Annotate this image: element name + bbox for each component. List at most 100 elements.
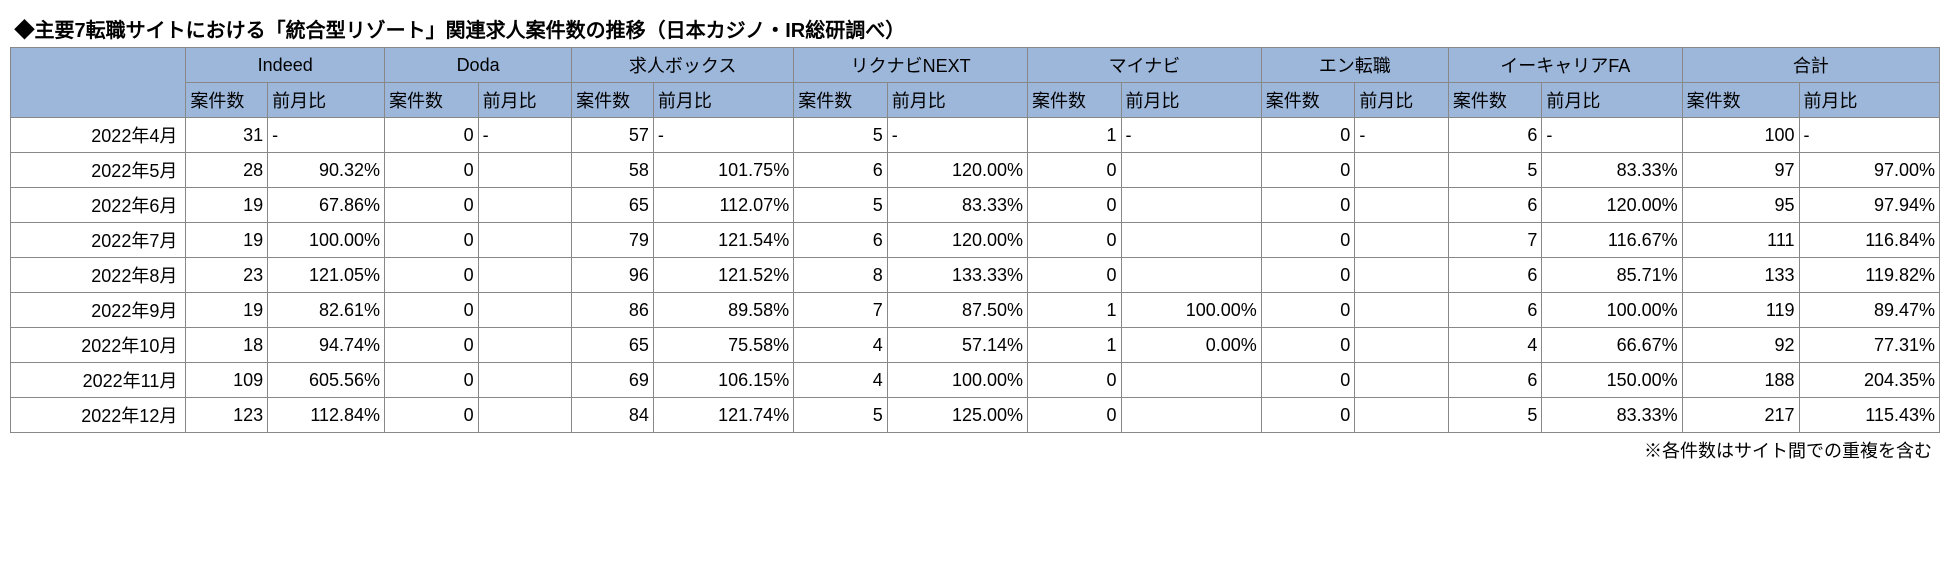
count-cell: 5 (794, 188, 888, 223)
count-cell: 0 (385, 223, 479, 258)
ratio-cell (1121, 223, 1261, 258)
footnote: ※各件数はサイト間での重複を含む (10, 433, 1940, 467)
ratio-cell: 89.58% (653, 293, 793, 328)
count-cell: 111 (1682, 223, 1799, 258)
ratio-cell: 82.61% (268, 293, 385, 328)
subheader-ratio: 前月比 (1542, 83, 1682, 118)
count-cell: 95 (1682, 188, 1799, 223)
ratio-cell (1121, 398, 1261, 433)
ratio-cell: 119.82% (1799, 258, 1939, 293)
count-cell: 6 (1448, 258, 1542, 293)
ratio-cell (1355, 153, 1449, 188)
ratio-cell (1355, 328, 1449, 363)
count-cell: 6 (794, 223, 888, 258)
count-cell: 217 (1682, 398, 1799, 433)
count-cell: 0 (1261, 328, 1355, 363)
count-cell: 19 (186, 188, 268, 223)
ratio-cell: 120.00% (887, 223, 1027, 258)
count-cell: 5 (794, 118, 888, 153)
count-cell: 0 (1028, 398, 1122, 433)
period-cell: 2022年5月 (11, 153, 186, 188)
table-body: 2022年4月31-0-57-5-1-0-6-100-2022年5月2890.3… (11, 118, 1940, 433)
ratio-cell: 83.33% (1542, 398, 1682, 433)
count-cell: 0 (385, 398, 479, 433)
subheader-ratio: 前月比 (268, 83, 385, 118)
table-row: 2022年9月1982.61%08689.58%787.50%1100.00%0… (11, 293, 1940, 328)
ratio-cell: 116.84% (1799, 223, 1939, 258)
count-cell: 4 (794, 328, 888, 363)
ratio-cell: 83.33% (1542, 153, 1682, 188)
period-cell: 2022年10月 (11, 328, 186, 363)
ratio-cell (1355, 188, 1449, 223)
ratio-cell: 90.32% (268, 153, 385, 188)
count-cell: 6 (1448, 363, 1542, 398)
ratio-cell: 150.00% (1542, 363, 1682, 398)
count-cell: 0 (385, 118, 479, 153)
count-cell: 100 (1682, 118, 1799, 153)
subheader-count: 案件数 (1028, 83, 1122, 118)
count-cell: 96 (572, 258, 654, 293)
ratio-cell (478, 188, 572, 223)
ir-jobs-table: ◆主要7転職サイトにおける「統合型リゾート」関連求人案件数の推移（日本カジノ・I… (10, 10, 1940, 433)
count-cell: 0 (385, 188, 479, 223)
subheader-count: 案件数 (385, 83, 479, 118)
subheader-ratio: 前月比 (1799, 83, 1939, 118)
count-cell: 19 (186, 293, 268, 328)
count-cell: 79 (572, 223, 654, 258)
count-cell: 0 (1028, 188, 1122, 223)
ratio-cell: 100.00% (1542, 293, 1682, 328)
count-cell: 0 (1028, 363, 1122, 398)
ratio-cell: 100.00% (268, 223, 385, 258)
count-cell: 4 (1448, 328, 1542, 363)
count-cell: 188 (1682, 363, 1799, 398)
ratio-cell: 87.50% (887, 293, 1027, 328)
ratio-cell: 85.71% (1542, 258, 1682, 293)
table-row: 2022年10月1894.74%06575.58%457.14%10.00%04… (11, 328, 1940, 363)
ratio-cell: 106.15% (653, 363, 793, 398)
ratio-cell (478, 223, 572, 258)
ratio-cell: 204.35% (1799, 363, 1939, 398)
count-cell: 0 (1261, 363, 1355, 398)
table-row: 2022年5月2890.32%058101.75%6120.00%00583.3… (11, 153, 1940, 188)
ratio-cell (478, 153, 572, 188)
count-cell: 1 (1028, 118, 1122, 153)
count-cell: 6 (794, 153, 888, 188)
count-cell: 65 (572, 328, 654, 363)
count-cell: 23 (186, 258, 268, 293)
table-row: 2022年11月109605.56%069106.15%4100.00%0061… (11, 363, 1940, 398)
count-cell: 92 (1682, 328, 1799, 363)
count-cell: 0 (385, 153, 479, 188)
ratio-cell (1355, 258, 1449, 293)
count-cell: 0 (1028, 153, 1122, 188)
count-cell: 0 (385, 293, 479, 328)
count-cell: 65 (572, 188, 654, 223)
ratio-cell (478, 328, 572, 363)
ratio-cell: 121.05% (268, 258, 385, 293)
subheader-count: 案件数 (572, 83, 654, 118)
ratio-cell: 57.14% (887, 328, 1027, 363)
ratio-cell: 112.07% (653, 188, 793, 223)
ratio-cell: 120.00% (1542, 188, 1682, 223)
period-cell: 2022年9月 (11, 293, 186, 328)
header-site-2: 求人ボックス (572, 48, 794, 83)
ratio-cell (1355, 293, 1449, 328)
ratio-cell: - (268, 118, 385, 153)
subheader-ratio: 前月比 (478, 83, 572, 118)
count-cell: 19 (186, 223, 268, 258)
subheader-count: 案件数 (1682, 83, 1799, 118)
header-period-blank (11, 48, 186, 118)
ratio-cell: 66.67% (1542, 328, 1682, 363)
ratio-cell: 77.31% (1799, 328, 1939, 363)
ratio-cell: - (1542, 118, 1682, 153)
count-cell: 0 (385, 328, 479, 363)
ratio-cell: 120.00% (887, 153, 1027, 188)
ratio-cell: 94.74% (268, 328, 385, 363)
table-row: 2022年4月31-0-57-5-1-0-6-100- (11, 118, 1940, 153)
ratio-cell (1355, 223, 1449, 258)
subheader-count: 案件数 (794, 83, 888, 118)
subheader-count: 案件数 (186, 83, 268, 118)
count-cell: 133 (1682, 258, 1799, 293)
ratio-cell (478, 293, 572, 328)
ratio-cell: 115.43% (1799, 398, 1939, 433)
table-row: 2022年8月23121.05%096121.52%8133.33%00685.… (11, 258, 1940, 293)
